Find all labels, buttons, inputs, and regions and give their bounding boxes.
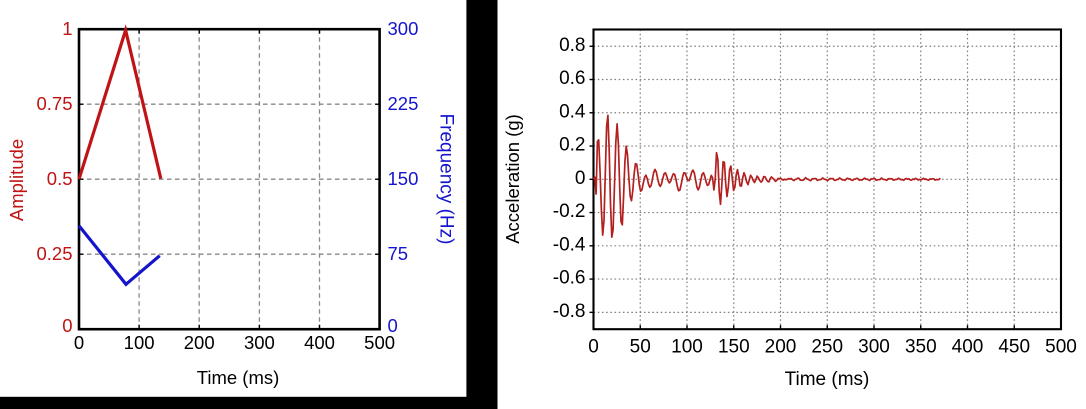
svg-text:150: 150 bbox=[718, 337, 750, 358]
svg-text:0: 0 bbox=[588, 337, 599, 358]
svg-text:Time (ms): Time (ms) bbox=[785, 369, 870, 390]
svg-text:-0.6: -0.6 bbox=[553, 268, 586, 289]
svg-text:0.8: 0.8 bbox=[559, 35, 585, 56]
svg-text:0.4: 0.4 bbox=[559, 101, 586, 122]
svg-text:400: 400 bbox=[952, 337, 984, 358]
svg-text:0.5: 0.5 bbox=[47, 168, 73, 189]
svg-text:1: 1 bbox=[62, 18, 72, 39]
svg-text:350: 350 bbox=[905, 337, 937, 358]
svg-text:500: 500 bbox=[364, 332, 395, 353]
svg-text:0: 0 bbox=[388, 315, 398, 336]
svg-text:100: 100 bbox=[124, 332, 155, 353]
svg-text:Frequency (Hz): Frequency (Hz) bbox=[436, 114, 457, 245]
svg-text:0: 0 bbox=[74, 332, 84, 353]
svg-text:50: 50 bbox=[630, 337, 651, 358]
svg-text:100: 100 bbox=[671, 337, 703, 358]
svg-text:450: 450 bbox=[998, 337, 1030, 358]
svg-text:0.25: 0.25 bbox=[36, 243, 72, 264]
svg-text:Acceleration (g): Acceleration (g) bbox=[502, 114, 523, 244]
svg-text:0: 0 bbox=[575, 168, 586, 189]
svg-text:150: 150 bbox=[388, 168, 419, 189]
svg-text:225: 225 bbox=[388, 93, 419, 114]
svg-text:300: 300 bbox=[244, 332, 275, 353]
svg-text:Amplitude: Amplitude bbox=[6, 139, 27, 221]
svg-text:0.6: 0.6 bbox=[559, 68, 585, 89]
svg-text:0.2: 0.2 bbox=[559, 135, 585, 156]
svg-text:-0.8: -0.8 bbox=[553, 301, 586, 322]
svg-text:75: 75 bbox=[388, 243, 409, 264]
svg-text:300: 300 bbox=[858, 337, 890, 358]
svg-text:500: 500 bbox=[1045, 337, 1077, 358]
svg-text:0.75: 0.75 bbox=[36, 93, 72, 114]
svg-text:-0.4: -0.4 bbox=[553, 234, 586, 255]
svg-text:400: 400 bbox=[304, 332, 335, 353]
svg-text:200: 200 bbox=[765, 337, 797, 358]
svg-text:-0.2: -0.2 bbox=[553, 201, 586, 222]
svg-text:300: 300 bbox=[388, 18, 419, 39]
svg-text:200: 200 bbox=[184, 332, 215, 353]
svg-text:250: 250 bbox=[811, 337, 843, 358]
svg-text:0: 0 bbox=[62, 315, 72, 336]
svg-text:Time (ms): Time (ms) bbox=[197, 367, 280, 388]
